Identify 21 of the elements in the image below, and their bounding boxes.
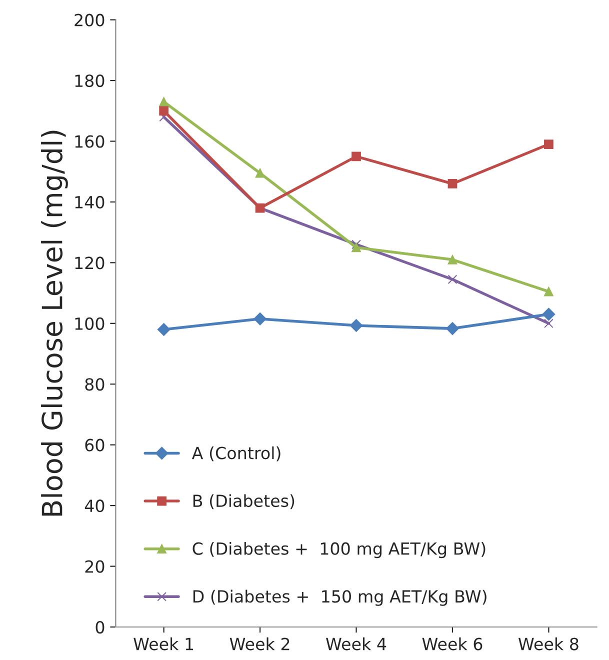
y-tick-label: 40 xyxy=(84,500,104,512)
y-tick-label: 200 xyxy=(74,14,104,26)
y-tick-label: 100 xyxy=(75,317,104,330)
x-tick-label: Week 2 xyxy=(230,637,290,650)
y-tick-label: 0 xyxy=(96,620,104,634)
y-tick-label: 160 xyxy=(75,135,104,148)
legend-label: C (Diabetes + 100 mg AET/Kg BW) xyxy=(192,542,486,558)
y-tick-label: 140 xyxy=(75,196,104,209)
y-tick-label: 60 xyxy=(85,438,104,452)
x-tick-label: Week 6 xyxy=(422,637,482,650)
legend-label: A (Control) xyxy=(192,446,280,462)
x-tick-label: Week 1 xyxy=(134,637,194,650)
y-tick-label: 180 xyxy=(75,74,104,88)
x-tick-label: Week 4 xyxy=(326,637,386,650)
legend-label: B (Diabetes) xyxy=(193,494,294,510)
x-tick-label: Week 8 xyxy=(518,637,578,650)
y-tick-label: 80 xyxy=(85,378,104,391)
y-axis-title: Blood Glucose Level (mg/dl) xyxy=(41,130,68,516)
legend-label: D (Diabetes + 150 mg AET/Kg BW) xyxy=(193,590,486,606)
y-tick-label: 120 xyxy=(75,256,104,270)
y-tick-label: 20 xyxy=(85,560,104,573)
